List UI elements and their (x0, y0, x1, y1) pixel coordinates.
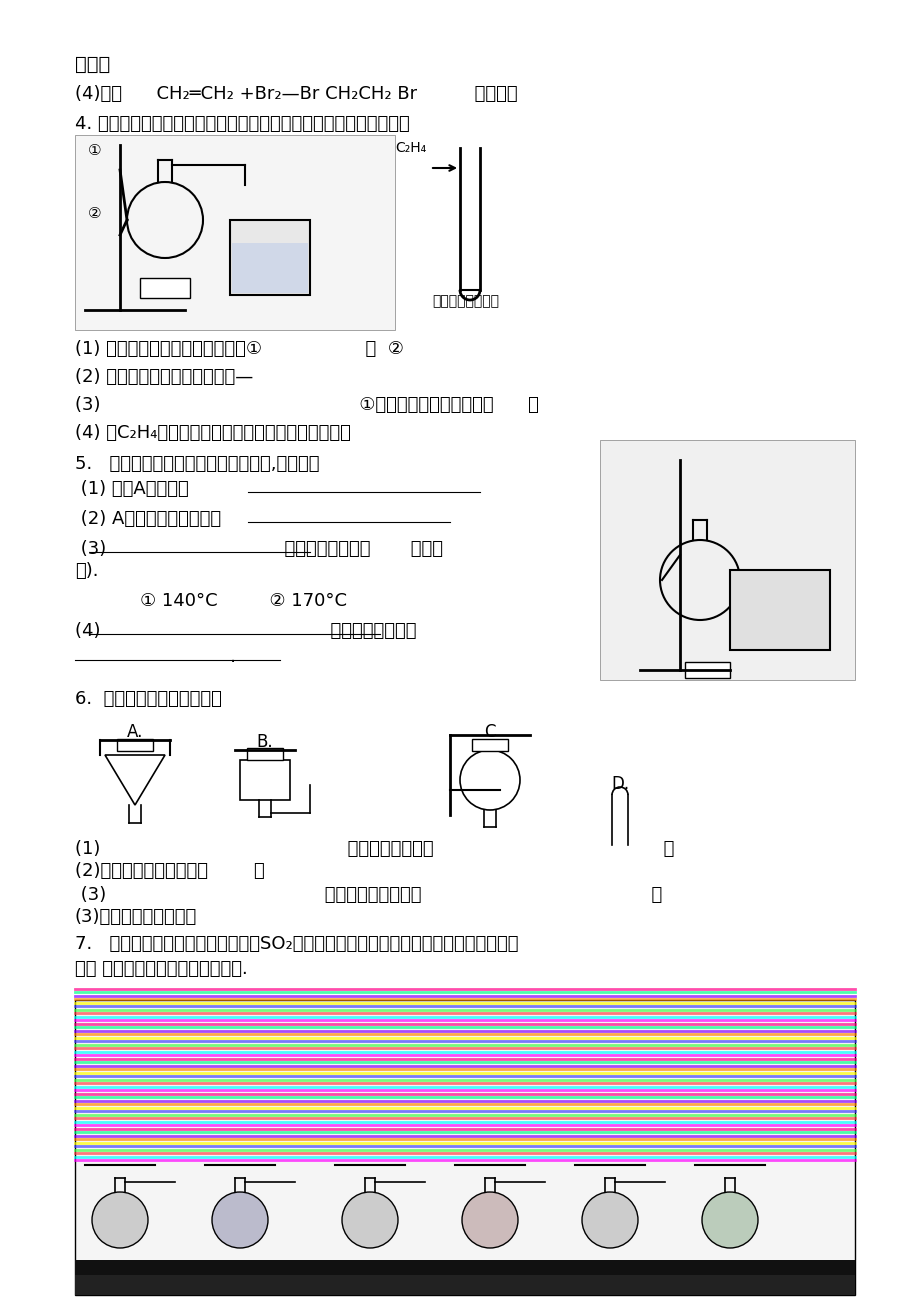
Text: (2) A中加入的两种试剂是: (2) A中加入的两种试剂是 (75, 510, 324, 529)
Text: 6.  现有下列气体发生装置：: 6. 现有下列气体发生装置： (75, 690, 221, 708)
Text: (1)                                           可用来制备氯气的                          : (1) 可用来制备氯气的 (75, 840, 674, 858)
Text: 7.   实验室制取乙烯时，常伴有少量SO₂等杂质气体生成。现利用下图所示装置制取较纯: 7. 实验室制取乙烯时，常伴有少量SO₂等杂质气体生成。现利用下图所示装置制取较… (75, 935, 518, 953)
Text: 号).: 号). (75, 562, 98, 579)
Text: (1) 写出图中有标号仪器的名称：①                  ，  ②: (1) 写出图中有标号仪器的名称：① ， ② (75, 340, 403, 358)
Text: (3)                               反应温度应控制在       （填序: (3) 反应温度应控制在 （填序 (75, 540, 443, 559)
Text: D.: D. (610, 775, 629, 793)
Text: (4)                                        收集乙烯的方法是: (4) 收集乙烯的方法是 (75, 622, 416, 641)
Text: (3)                                             ①中加入碎瓷片的作用是：      ；: (3) ①中加入碎瓷片的作用是： ； (75, 396, 539, 414)
Text: C: C (483, 723, 495, 741)
Circle shape (582, 1193, 637, 1249)
Text: 溴的四氯化碳溶液: 溴的四氯化碳溶液 (432, 294, 498, 309)
Text: (1) 仪器A的名称是: (1) 仪器A的名称是 (75, 480, 188, 497)
Text: A.: A. (127, 723, 143, 741)
Text: 净的 乙烯，并检验乙烯的化学性质.: 净的 乙烯，并检验乙烯的化学性质. (75, 960, 247, 978)
Bar (685, 661, 729, 678)
Text: (2)可用来制备乙烯气体的        ；: (2)可用来制备乙烯气体的 ； (75, 862, 265, 880)
Bar (471, 740, 507, 751)
Text: B.: B. (256, 733, 273, 751)
Bar (232, 243, 308, 293)
Text: (4) 将C₂H₄通入溴的四氯化碳溶液中，溶液的颜色会: (4) 将C₂H₄通入溴的四氯化碳溶液中，溶液的颜色会 (75, 424, 385, 441)
Text: (2) 制取乙烯反应的化学方程式—: (2) 制取乙烯反应的化学方程式— (75, 368, 253, 385)
Bar (117, 740, 153, 751)
Text: (3)可用来制备氢气的是: (3)可用来制备氢气的是 (75, 907, 197, 926)
Text: .: . (75, 648, 236, 667)
Bar (230, 220, 310, 296)
Text: C₂H₄: C₂H₄ (394, 141, 425, 155)
Text: 4. 实验室制取乙烯和乙烯性质实验的装置如图所示请回答以下问题：: 4. 实验室制取乙烯和乙烯性质实验的装置如图所示请回答以下问题： (75, 115, 409, 133)
Bar (75, 1260, 854, 1275)
Bar (246, 749, 283, 760)
Text: 空气法: 空气法 (75, 55, 110, 74)
Circle shape (342, 1193, 398, 1249)
Bar (599, 440, 854, 680)
Text: ① 140°C         ② 170°C: ① 140°C ② 170°C (140, 592, 346, 611)
Text: ①: ① (88, 143, 101, 158)
Bar (729, 570, 829, 650)
Text: (3)                                      可用来制备氮气的是                              : (3) 可用来制备氮气的是 (75, 885, 662, 904)
Bar (140, 279, 190, 298)
Circle shape (701, 1193, 757, 1249)
Text: 5.   实验室制取乙烯的装置如右图所示,请回答：: 5. 实验室制取乙烯的装置如右图所示,请回答： (75, 454, 319, 473)
Circle shape (92, 1193, 148, 1249)
Bar (75, 1000, 854, 1295)
Bar (75, 1266, 854, 1295)
Bar (240, 760, 289, 799)
Bar (75, 135, 394, 329)
Circle shape (211, 1193, 267, 1249)
Circle shape (461, 1193, 517, 1249)
Text: (4)加成      CH₂═CH₂ +Br₂—Br CH₂CH₂ Br          溶液褪色: (4)加成 CH₂═CH₂ +Br₂—Br CH₂CH₂ Br 溶液褪色 (75, 85, 517, 103)
Text: ②: ② (88, 206, 101, 221)
